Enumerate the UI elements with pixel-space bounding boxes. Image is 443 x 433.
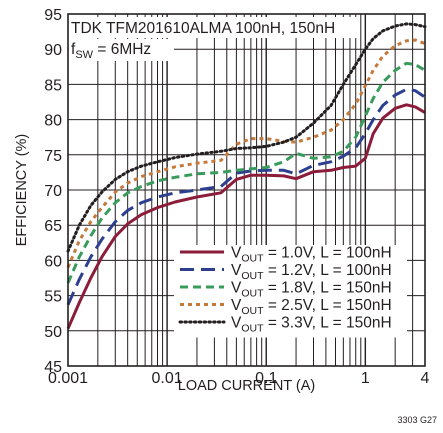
legend-label: VOUT = 1.0V, L = 100nH: [231, 245, 392, 265]
legend-label-main: V: [231, 297, 242, 314]
y-tick-label: 80: [44, 113, 62, 130]
chart-title: TDK TFM201610ALMA 100nH, 150nH: [71, 20, 335, 37]
legend-label-rest: = 1.8V, L = 150nH: [264, 280, 392, 297]
y-tick-label: 65: [44, 218, 62, 235]
y-tick-label: 70: [44, 183, 62, 200]
title-mask: [69, 17, 359, 38]
x-tick-label: 0.01: [152, 370, 183, 387]
legend-label: VOUT = 3.3V, L = 150nH: [231, 315, 392, 335]
y-tick-label: 75: [44, 148, 62, 165]
chart-subtitle: fSW = 6MHz: [71, 41, 151, 61]
legend-label: VOUT = 1.2V, L = 100nH: [231, 262, 392, 282]
subtitle-mask: [69, 39, 174, 61]
y-tick-labels: 45 50 55 60 65 70 75 80 85 90 95: [44, 7, 62, 376]
subtitle-rest: = 6MHz: [93, 41, 151, 58]
series-line: [66, 22, 427, 253]
x-tick-label: 0.1: [255, 370, 277, 387]
subtitle-main: f: [71, 41, 76, 58]
legend-label-sub: OUT: [241, 323, 264, 335]
legend-label-sub: OUT: [241, 253, 264, 265]
legend-label-sub: OUT: [241, 305, 264, 317]
x-tick-labels: 0.001 0.01 0.1 1 4: [48, 370, 430, 387]
legend-label-main: V: [231, 315, 242, 332]
y-tick-label: 95: [44, 7, 62, 24]
y-tick-label: 60: [44, 253, 62, 270]
legend-label: VOUT = 1.8V, L = 150nH: [231, 280, 392, 300]
legend-label: VOUT = 2.5V, L = 150nH: [231, 297, 392, 317]
legend-label-main: V: [231, 245, 242, 262]
series-line: [66, 61, 426, 284]
x-tick-label: 1: [361, 370, 370, 387]
y-tick-label: 45: [44, 359, 62, 376]
series-group: [66, 22, 427, 330]
y-tick-label: 85: [44, 77, 62, 94]
series-line: [66, 103, 426, 330]
legend-label-rest: = 1.0V, L = 100nH: [264, 245, 392, 262]
y-tick-label: 90: [44, 42, 62, 59]
legend-label-main: V: [231, 280, 242, 297]
legend-label-rest: = 3.3V, L = 150nH: [264, 315, 392, 332]
y-tick-label: 55: [44, 289, 62, 306]
x-tick-label: 4: [421, 370, 430, 387]
y-axis-label: EFFICIENCY (%): [14, 134, 30, 247]
legend-label-main: V: [231, 262, 242, 279]
subtitle-sub: SW: [75, 49, 93, 61]
plot-frame: [67, 13, 426, 367]
x-tick-label: 0.001: [48, 370, 88, 387]
y-tick-label: 50: [44, 324, 62, 341]
legend-label-sub: OUT: [241, 270, 264, 282]
legend-label-rest: = 1.2V, L = 100nH: [264, 262, 392, 279]
legend-label-rest: = 2.5V, L = 150nH: [264, 297, 392, 314]
legend-label-sub: OUT: [241, 288, 264, 300]
x-axis-label: LOAD CURRENT (A): [178, 378, 316, 394]
series-line: [66, 87, 426, 306]
figure-id: 3303 G27: [397, 415, 437, 425]
